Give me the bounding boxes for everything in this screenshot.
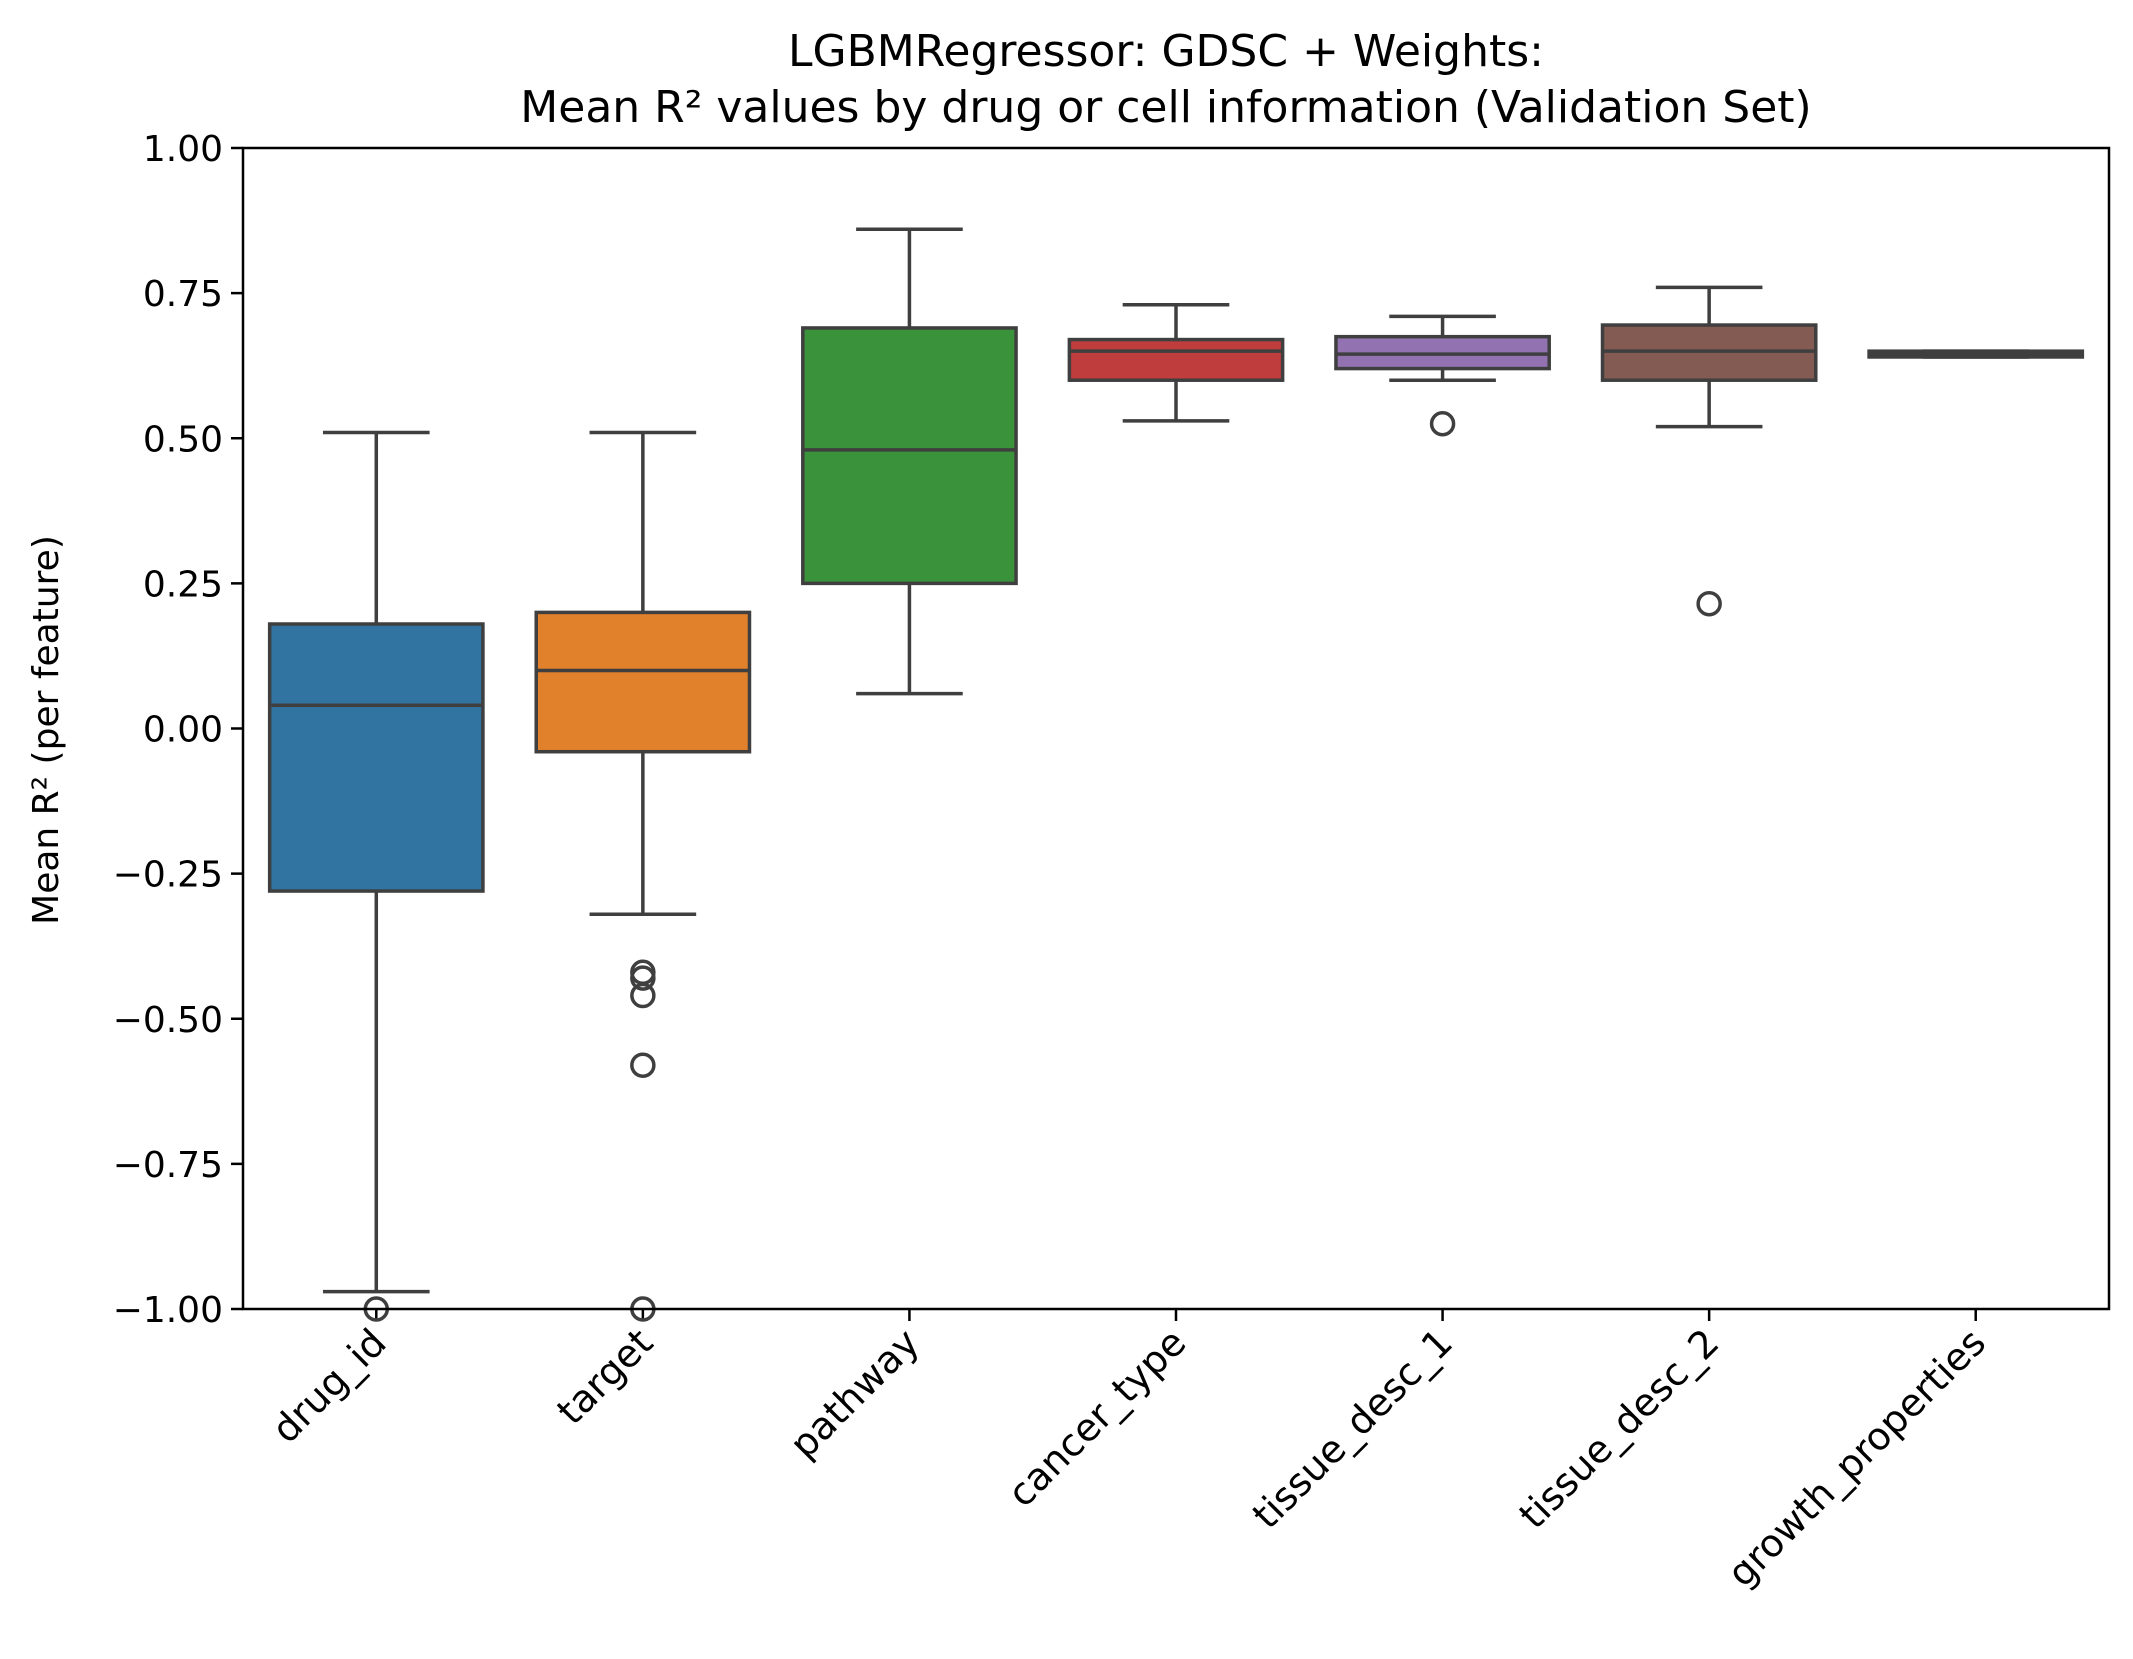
x-tick-label-growth-properties: growth_properties	[1719, 1320, 1994, 1595]
y-tick-label: 0.25	[143, 564, 223, 605]
x-tick-label-target: target	[548, 1320, 661, 1433]
outlier-point	[630, 965, 656, 991]
outlier-point	[630, 1052, 656, 1078]
y-axis-label: Mean R² (per feature)	[26, 535, 67, 925]
x-tick-label-cancer-type: cancer_type	[999, 1320, 1194, 1515]
y-tick-label: −0.75	[113, 1145, 223, 1186]
y-tick-label: −0.25	[113, 855, 223, 896]
outlier-point	[630, 982, 656, 1009]
y-tick-label: 0.50	[143, 419, 223, 460]
box-cancer-type	[1067, 302, 1285, 423]
box-body	[534, 610, 752, 754]
chart-title: LGBMRegressor: GDSC + Weights: Mean R² v…	[520, 26, 1811, 133]
plot-area	[267, 227, 2085, 1322]
box-tissue-desc-2	[1600, 285, 1818, 617]
x-tick-label-pathway: pathway	[781, 1320, 928, 1467]
y-tick-label: −0.50	[113, 1000, 223, 1041]
box-target	[534, 430, 752, 1322]
x-tick-label-drug-id: drug_id	[263, 1320, 394, 1451]
chart-title-line-1: LGBMRegressor: GDSC + Weights:	[788, 26, 1544, 77]
y-tick-label: −1.00	[113, 1290, 223, 1331]
x-tick-label-tissue-desc-2: tissue_desc_2	[1511, 1320, 1728, 1537]
box-growth-properties	[1867, 349, 2085, 359]
box-pathway	[801, 227, 1018, 696]
y-tick-label: 0.00	[143, 710, 223, 751]
box-body	[1067, 337, 1285, 382]
y-tick-label: 1.00	[143, 129, 223, 170]
box-body	[267, 622, 485, 893]
box-drug-id	[267, 430, 485, 1322]
y-axis-ticks: −1.00 −0.75 −0.50 −0.25 0.00 0.25 0.50 0.75 1.00	[113, 129, 243, 1331]
box-body	[801, 326, 1018, 586]
y-tick-label: 0.75	[143, 274, 223, 315]
outlier-point	[1696, 590, 1722, 617]
box-tissue-desc-1	[1334, 314, 1551, 437]
x-tick-label-tissue-desc-1: tissue_desc_1	[1244, 1320, 1461, 1537]
x-axis-ticks: drug_id target pathway cancer_type tissue_de…	[263, 1309, 1994, 1595]
plot-frame	[241, 146, 2111, 1311]
outlier-point	[1429, 410, 1456, 437]
chart-title-line-2: Mean R² values by drug or cell informati…	[520, 82, 1811, 133]
